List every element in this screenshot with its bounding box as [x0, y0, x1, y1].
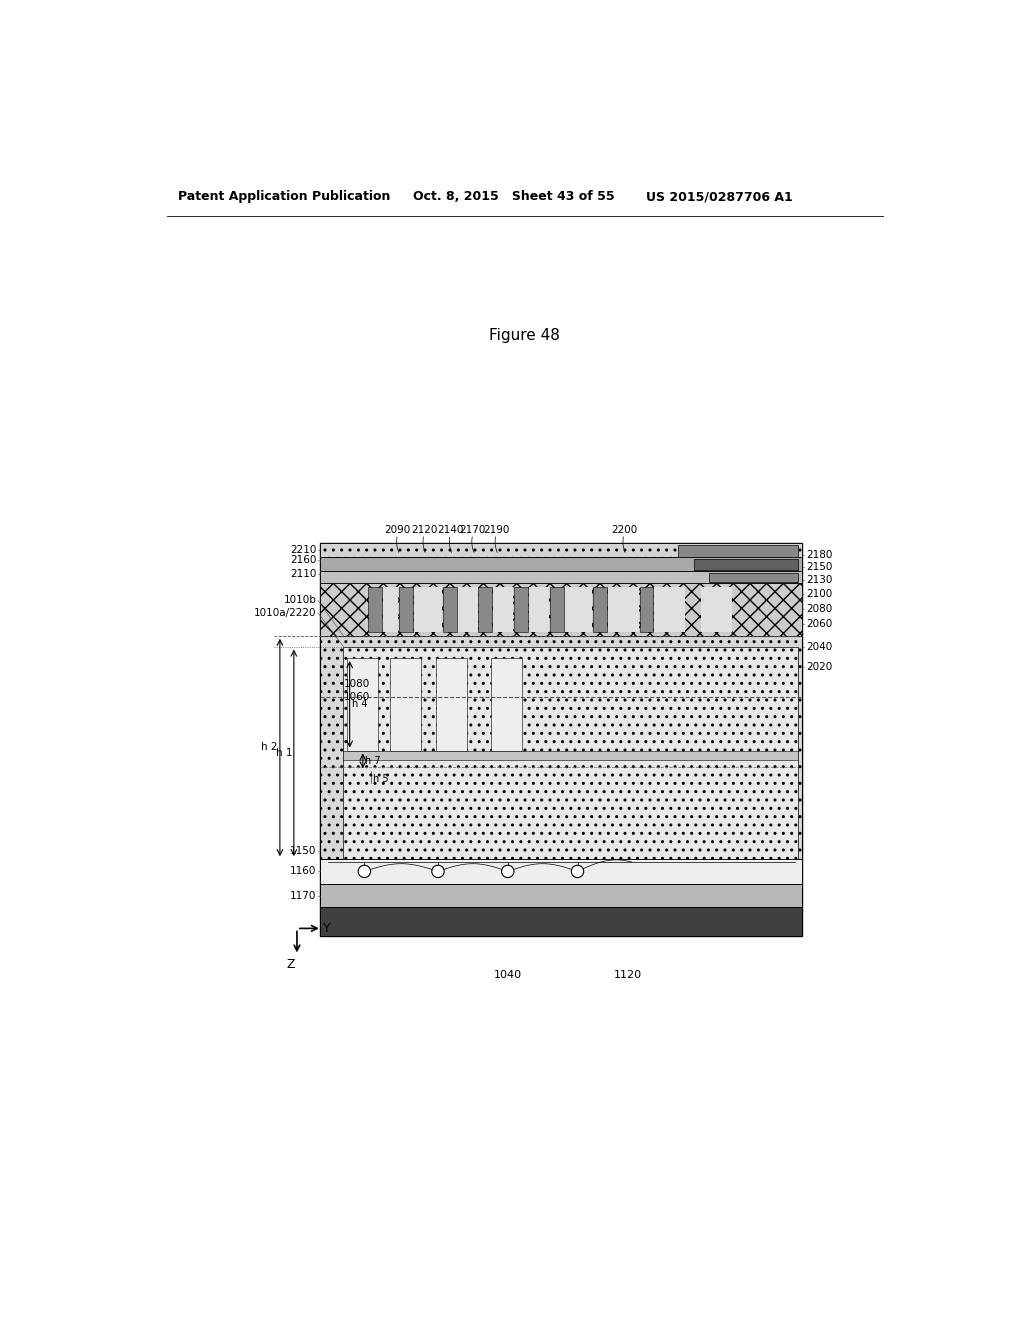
Text: 2170: 2170 [460, 524, 486, 535]
Text: 2150: 2150 [806, 561, 833, 572]
Text: 2210: 2210 [290, 545, 316, 554]
Bar [321, 884, 802, 907]
Text: 1150: 1150 [290, 846, 316, 857]
Bar [321, 544, 802, 557]
Bar [390, 659, 421, 751]
Text: Y: Y [324, 921, 331, 935]
Bar [490, 659, 521, 751]
Bar [383, 587, 398, 632]
Bar [343, 751, 799, 760]
Bar [321, 907, 802, 936]
Bar [700, 587, 732, 632]
Text: 1120: 1120 [613, 970, 642, 979]
Circle shape [432, 866, 444, 878]
Bar [678, 545, 799, 557]
Bar [493, 587, 513, 632]
Bar [321, 636, 802, 859]
Text: Patent Application Publication: Patent Application Publication [178, 190, 391, 203]
Text: Oct. 8, 2015   Sheet 43 of 55: Oct. 8, 2015 Sheet 43 of 55 [414, 190, 614, 203]
Text: 2090: 2090 [385, 524, 411, 535]
Bar [399, 587, 414, 632]
Bar [321, 544, 802, 936]
Bar [654, 587, 685, 632]
Bar [321, 859, 802, 884]
Bar [710, 573, 799, 582]
Text: h 7: h 7 [366, 755, 381, 766]
Text: 1010b: 1010b [284, 595, 316, 606]
Bar [640, 587, 653, 632]
Bar [414, 587, 442, 632]
Text: 1080: 1080 [343, 680, 370, 689]
Bar [478, 587, 493, 632]
Bar [564, 587, 592, 632]
Text: Figure 48: Figure 48 [489, 327, 560, 343]
Text: Z: Z [287, 958, 295, 972]
Text: 1160: 1160 [290, 866, 316, 876]
Text: 1040: 1040 [494, 970, 522, 979]
Bar [593, 587, 607, 632]
Text: h 5: h 5 [373, 774, 388, 784]
Text: 2190: 2190 [483, 524, 509, 535]
Bar [321, 557, 802, 572]
Circle shape [571, 866, 584, 878]
Text: 2200: 2200 [611, 524, 637, 535]
Text: 2020: 2020 [806, 661, 833, 672]
Text: 2110: 2110 [290, 569, 316, 579]
Bar [321, 572, 802, 583]
Bar [436, 659, 467, 751]
Text: 2080: 2080 [806, 603, 833, 614]
Text: 1170: 1170 [290, 891, 316, 902]
Text: h 1: h 1 [275, 748, 292, 758]
Text: 2140: 2140 [437, 524, 464, 535]
Text: 2100: 2100 [806, 589, 833, 599]
Text: 1010a/2220: 1010a/2220 [254, 607, 316, 618]
Text: 2160: 2160 [290, 556, 316, 565]
Bar [693, 558, 799, 570]
Text: US 2015/0287706 A1: US 2015/0287706 A1 [646, 190, 793, 203]
Bar [458, 587, 477, 632]
Text: 2120: 2120 [411, 524, 437, 535]
Bar [347, 659, 378, 751]
Bar [514, 587, 528, 632]
Bar [550, 587, 563, 632]
Bar [442, 587, 457, 632]
Bar [343, 647, 799, 859]
Bar [369, 587, 382, 632]
Text: 2180: 2180 [806, 550, 833, 560]
Circle shape [502, 866, 514, 878]
Text: 2130: 2130 [806, 576, 833, 585]
Bar [607, 587, 639, 632]
Bar [321, 583, 802, 636]
Bar [528, 587, 549, 632]
Text: 2060: 2060 [806, 619, 833, 630]
Circle shape [358, 866, 371, 878]
Text: h 4: h 4 [352, 700, 368, 709]
Text: 1060: 1060 [343, 693, 370, 702]
Text: 2040: 2040 [806, 643, 833, 652]
Text: h 2: h 2 [261, 742, 278, 752]
